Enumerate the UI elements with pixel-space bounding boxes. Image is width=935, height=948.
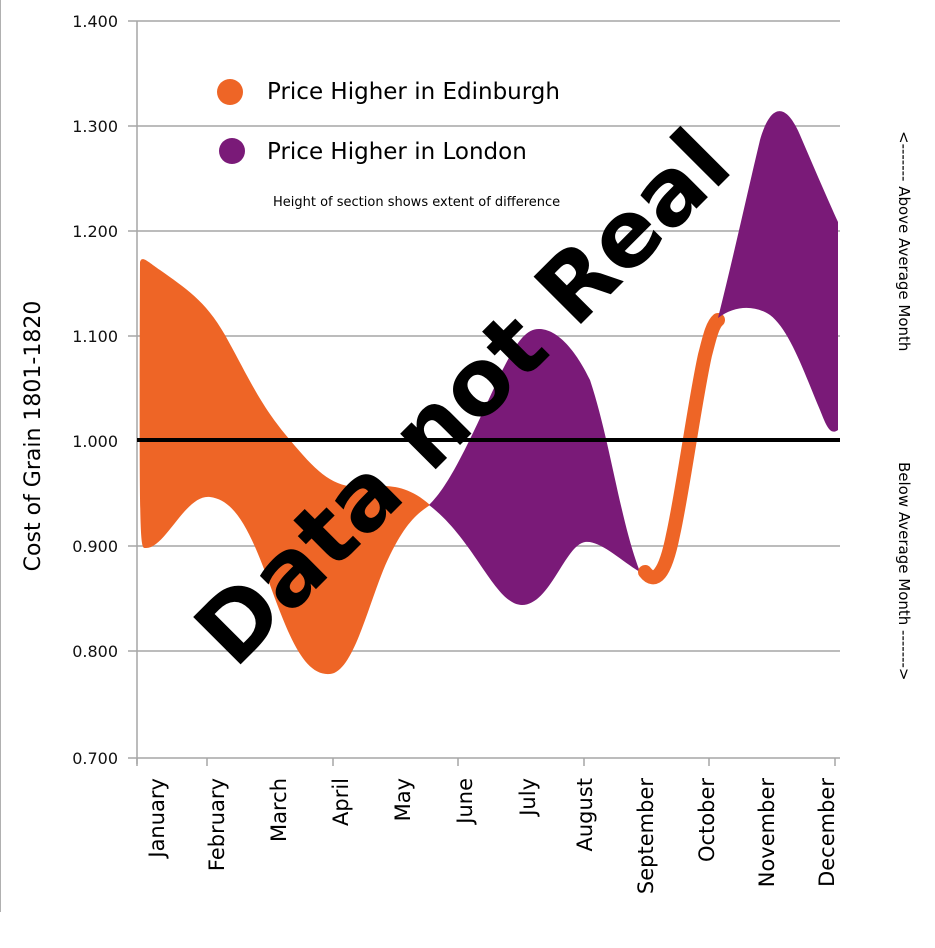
frame-border bbox=[0, 0, 1, 912]
legend-label-edinburgh: Price Higher in Edinburgh bbox=[267, 79, 560, 105]
below-average-label: Below Average Month -------> bbox=[895, 462, 913, 681]
london-area-oct-dec bbox=[718, 111, 838, 432]
x-tick: December bbox=[815, 778, 839, 887]
y-tick: 1.300 bbox=[72, 117, 118, 136]
x-axis-ticks bbox=[136, 758, 836, 766]
y-tick: 0.800 bbox=[72, 642, 118, 661]
x-tick: September bbox=[634, 778, 658, 894]
london-legend-dot-icon bbox=[219, 138, 245, 164]
y-tick-labels: 1.400 1.300 1.200 1.100 1.000 0.900 0.80… bbox=[72, 12, 118, 768]
x-tick-labels: January February March April May June Ju… bbox=[145, 778, 839, 894]
x-tick: May bbox=[391, 778, 415, 821]
x-tick: February bbox=[205, 778, 229, 871]
edinburgh-area-jan-jun bbox=[139, 259, 430, 675]
x-tick: October bbox=[695, 778, 719, 862]
x-tick: March bbox=[267, 778, 291, 842]
legend: Price Higher in Edinburgh Price Higher i… bbox=[217, 79, 560, 210]
y-tick: 1.000 bbox=[72, 432, 118, 451]
y-tick: 1.200 bbox=[72, 222, 118, 241]
x-tick: August bbox=[573, 778, 597, 852]
y-tick: 1.100 bbox=[72, 327, 118, 346]
legend-note: Height of section shows extent of differ… bbox=[273, 195, 560, 210]
edinburgh-legend-dot-icon bbox=[217, 79, 243, 105]
y-tick: 0.900 bbox=[72, 537, 118, 556]
edinburgh-ribbon-sep-oct bbox=[638, 313, 725, 585]
above-average-label: <------- Above Average Month bbox=[895, 131, 913, 351]
x-tick: January bbox=[145, 778, 169, 860]
y-tick: 0.700 bbox=[72, 749, 118, 768]
gridlines bbox=[128, 20, 840, 759]
x-tick: November bbox=[755, 778, 779, 888]
london-area-jun-sep bbox=[429, 328, 640, 605]
x-tick: June bbox=[453, 778, 477, 826]
y-axis-title: Cost of Grain 1801-1820 bbox=[21, 301, 46, 572]
legend-label-london: Price Higher in London bbox=[267, 139, 527, 165]
y-tick: 1.400 bbox=[72, 12, 118, 31]
x-tick: April bbox=[329, 778, 353, 826]
x-tick: July bbox=[516, 778, 540, 818]
